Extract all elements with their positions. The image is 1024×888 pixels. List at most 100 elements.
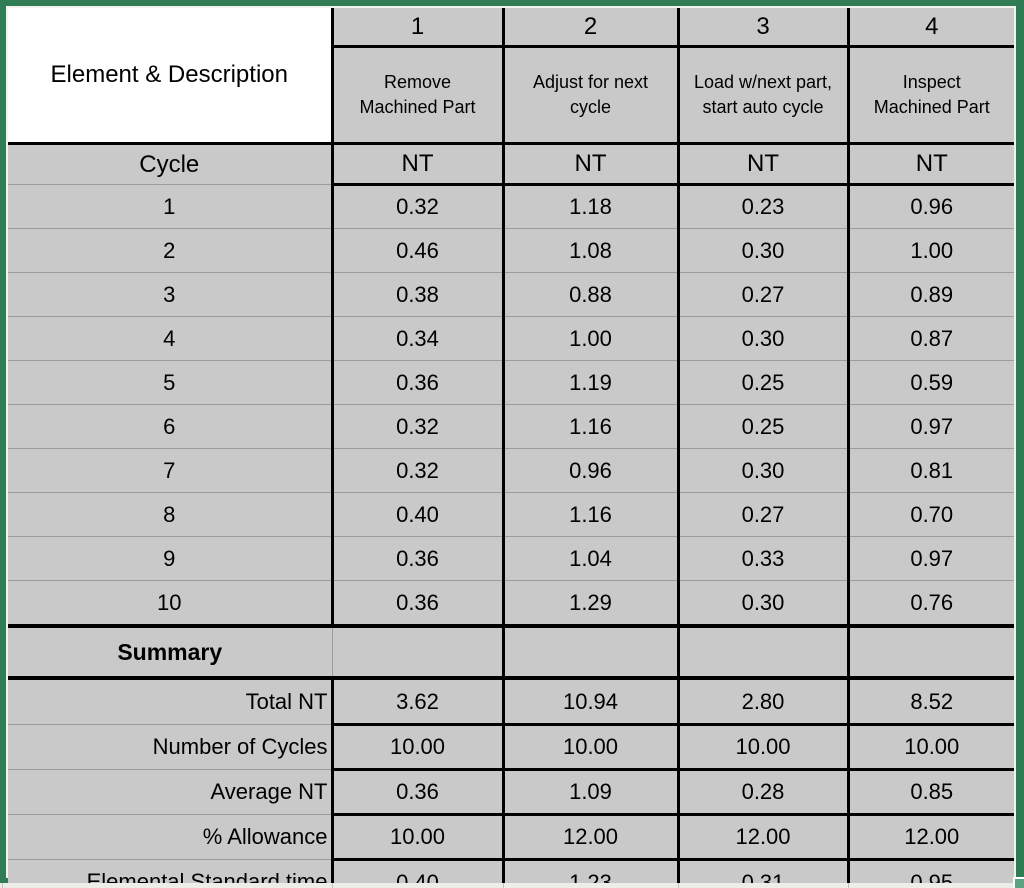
nt-value-cell[interactable]: 0.59 [846, 360, 1014, 405]
summary-stat-value-cell[interactable]: 10.94 [501, 678, 678, 726]
nt-value-cell[interactable]: 1.19 [501, 360, 678, 405]
cycle-number-cell[interactable]: 8 [8, 492, 332, 537]
summary-stat-label-cell[interactable]: Total NT [8, 678, 332, 725]
corner-cell-element-description[interactable]: Element & Description [8, 8, 332, 145]
element-number-cell[interactable]: 1 [330, 8, 503, 48]
empty-cell[interactable] [331, 626, 503, 680]
nt-value-cell[interactable]: 0.46 [330, 228, 503, 273]
summary-stat-value-cell[interactable]: 0.28 [676, 769, 848, 816]
cycle-number-cell[interactable]: 6 [8, 404, 332, 449]
nt-value-cell[interactable]: 0.30 [676, 580, 848, 628]
nt-value-cell[interactable]: 0.36 [330, 536, 503, 581]
table-row: 6 0.32 1.16 0.25 0.97 [8, 404, 1014, 449]
nt-value-cell[interactable]: 0.36 [330, 580, 503, 628]
table-row: 7 0.32 0.96 0.30 0.81 [8, 448, 1014, 493]
nt-value-cell[interactable]: 1.16 [501, 404, 678, 449]
nt-value-cell[interactable]: 0.89 [846, 272, 1014, 317]
summary-stat-value-cell[interactable]: 8.52 [846, 678, 1014, 726]
summary-stat-label-cell[interactable]: Average NT [8, 769, 332, 815]
nt-header-cell[interactable]: NT [676, 143, 848, 186]
element-number-cell[interactable]: 3 [676, 8, 848, 48]
nt-value-cell[interactable]: 0.40 [330, 492, 503, 537]
cycle-number-cell[interactable]: 5 [8, 360, 332, 405]
summary-stat-value-cell[interactable]: 12.00 [676, 814, 848, 861]
summary-stat-value-cell[interactable]: 12.00 [501, 814, 678, 861]
nt-value-cell[interactable]: 1.08 [501, 228, 678, 273]
nt-value-cell[interactable]: 0.27 [676, 492, 848, 537]
nt-value-cell[interactable]: 1.29 [501, 580, 678, 628]
summary-stat-value-cell[interactable]: 2.80 [676, 678, 848, 726]
cycle-header-cell[interactable]: Cycle [8, 143, 332, 185]
summary-stat-value-cell[interactable]: 3.62 [330, 678, 503, 726]
nt-value-cell[interactable]: 0.32 [330, 404, 503, 449]
nt-header-cell[interactable]: NT [846, 143, 1014, 186]
nt-value-cell[interactable]: 0.76 [846, 580, 1014, 628]
nt-value-cell[interactable]: 0.81 [846, 448, 1014, 493]
nt-value-cell[interactable]: 0.33 [676, 536, 848, 581]
nt-header-cell[interactable]: NT [330, 143, 503, 186]
summary-stat-row: % Allowance 10.00 12.00 12.00 12.00 [8, 814, 1014, 861]
column-gridline-mark [332, 883, 333, 888]
nt-value-cell[interactable]: 1.00 [501, 316, 678, 361]
element-number-cell[interactable]: 2 [501, 8, 678, 48]
summary-stat-value-cell[interactable]: 0.36 [330, 769, 503, 816]
cycle-number-cell[interactable]: 4 [8, 316, 332, 361]
cycle-number-cell[interactable]: 9 [8, 536, 332, 581]
nt-value-cell[interactable]: 0.27 [676, 272, 848, 317]
element-description-row: Remove Machined Part Adjust for next cyc… [8, 46, 1014, 145]
table-row: 5 0.36 1.19 0.25 0.59 [8, 360, 1014, 405]
nt-value-cell[interactable]: 0.96 [846, 184, 1014, 229]
summary-stat-value-cell[interactable]: 10.00 [330, 724, 503, 771]
nt-value-cell[interactable]: 0.32 [330, 448, 503, 493]
nt-value-cell[interactable]: 0.32 [330, 184, 503, 229]
element-description-cell[interactable]: Inspect Machined Part [846, 46, 1014, 145]
nt-value-cell[interactable]: 0.97 [846, 536, 1014, 581]
summary-stat-label-cell[interactable]: % Allowance [8, 814, 332, 860]
summary-stat-value-cell[interactable]: 10.00 [330, 814, 503, 861]
element-description-cell[interactable]: Adjust for next cycle [501, 46, 678, 145]
nt-value-cell[interactable]: 0.70 [846, 492, 1014, 537]
time-study-table: Element & Description 1 2 3 4 Remove Mac… [8, 8, 1014, 888]
nt-value-cell[interactable]: 1.04 [501, 536, 678, 581]
nt-value-cell[interactable]: 0.96 [501, 448, 678, 493]
nt-value-cell[interactable]: 1.18 [501, 184, 678, 229]
empty-cell[interactable] [501, 626, 678, 680]
summary-stat-value-cell[interactable]: 12.00 [846, 814, 1014, 861]
nt-value-cell[interactable]: 1.00 [846, 228, 1014, 273]
nt-value-cell[interactable]: 0.87 [846, 316, 1014, 361]
cycle-number-cell[interactable]: 7 [8, 448, 332, 493]
nt-value-cell[interactable]: 0.30 [676, 316, 848, 361]
nt-value-cell[interactable]: 0.30 [676, 448, 848, 493]
nt-value-cell[interactable]: 1.16 [501, 492, 678, 537]
summary-stat-value-cell[interactable]: 0.85 [846, 769, 1014, 816]
summary-stat-value-cell[interactable]: 1.09 [501, 769, 678, 816]
nt-value-cell[interactable]: 0.97 [846, 404, 1014, 449]
summary-stat-label-cell[interactable]: Number of Cycles [8, 724, 332, 770]
element-description-cell[interactable]: Remove Machined Part [330, 46, 503, 145]
cycle-number-cell[interactable]: 2 [8, 228, 332, 273]
table-row: 2 0.46 1.08 0.30 1.00 [8, 228, 1014, 273]
nt-value-cell[interactable]: 0.25 [676, 360, 848, 405]
nt-value-cell[interactable]: 0.23 [676, 184, 848, 229]
summary-header-cell[interactable]: Summary [8, 626, 332, 680]
cycle-number-cell[interactable]: 3 [8, 272, 332, 317]
empty-cell[interactable] [846, 626, 1014, 680]
summary-stat-value-cell[interactable]: 10.00 [676, 724, 848, 771]
table-row: 4 0.34 1.00 0.30 0.87 [8, 316, 1014, 361]
nt-value-cell[interactable]: 0.34 [330, 316, 503, 361]
empty-cell[interactable] [676, 626, 848, 680]
nt-value-cell[interactable]: 0.30 [676, 228, 848, 273]
element-description-cell[interactable]: Load w/next part, start auto cycle [676, 46, 848, 145]
nt-value-cell[interactable]: 0.88 [501, 272, 678, 317]
nt-header-cell[interactable]: NT [501, 143, 678, 186]
nt-value-cell[interactable]: 0.38 [330, 272, 503, 317]
table-row: 3 0.38 0.88 0.27 0.89 [8, 272, 1014, 317]
cycle-number-cell[interactable]: 1 [8, 184, 332, 229]
nt-value-cell[interactable]: 0.36 [330, 360, 503, 405]
element-number-cell[interactable]: 4 [846, 8, 1014, 48]
summary-stat-value-cell[interactable]: 10.00 [846, 724, 1014, 771]
summary-stat-value-cell[interactable]: 10.00 [501, 724, 678, 771]
cycle-number-cell[interactable]: 10 [8, 580, 332, 628]
nt-value-cell[interactable]: 0.25 [676, 404, 848, 449]
fill-handle[interactable] [1013, 877, 1024, 888]
